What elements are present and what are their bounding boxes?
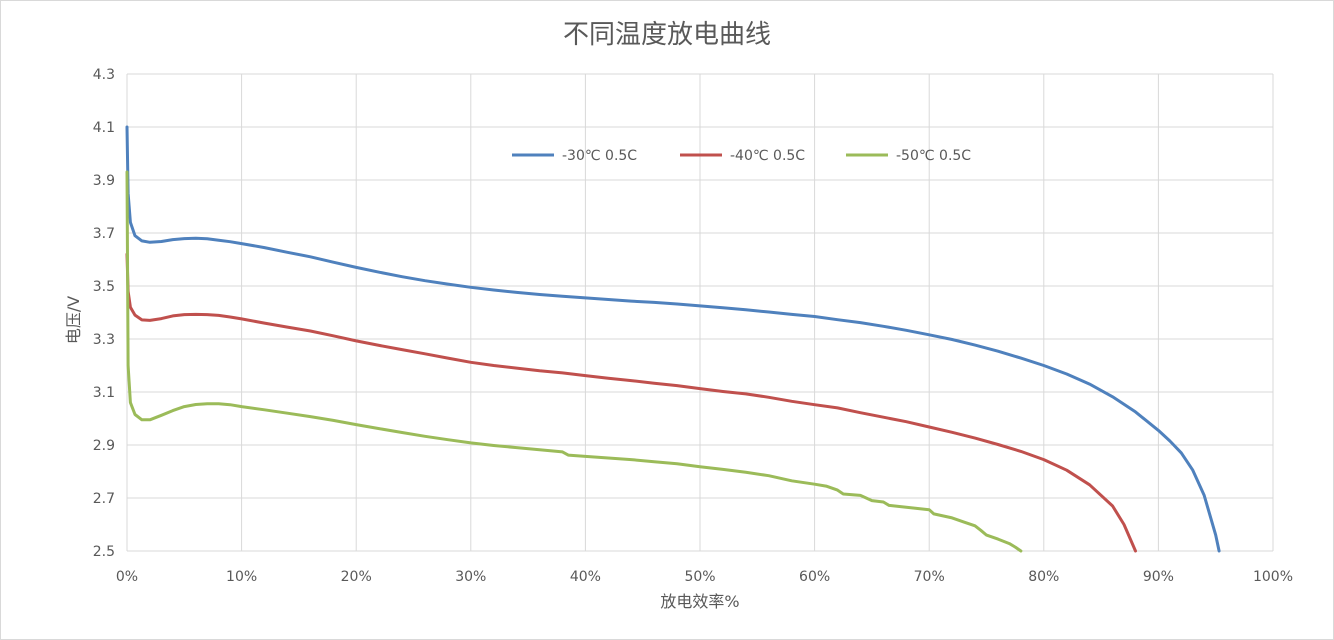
x-tick-label: 90% — [1143, 569, 1174, 585]
y-tick-label: 2.9 — [93, 438, 115, 454]
tick-labels: 2.5 2.7 2.9 3.1 3.3 3.5 3.7 3.9 4.1 4.3 0% 10% 20% 30… — [93, 67, 1293, 585]
y-tick-label: 3.7 — [93, 226, 115, 242]
x-tick-label: 60% — [799, 569, 830, 585]
x-tick-label: 40% — [570, 569, 601, 585]
y-tick-label: 3.5 — [93, 279, 115, 295]
legend: -30℃ 0.5C -40℃ 0.5C -50℃ 0.5C — [512, 148, 971, 164]
series-line-1 — [125, 125, 1221, 553]
x-tick-label: 0% — [116, 569, 138, 585]
x-tick-label: 80% — [1028, 569, 1059, 585]
series-line-2 — [125, 252, 1137, 553]
x-tick-label: 10% — [226, 569, 257, 585]
legend-label-2: -40℃ 0.5C — [730, 148, 805, 164]
series-line-3 — [125, 170, 1023, 553]
y-tick-label: 3.9 — [93, 173, 115, 189]
y-tick-label: 4.3 — [93, 67, 115, 83]
y-tick-label: 2.7 — [93, 491, 115, 507]
x-tick-label: 100% — [1253, 569, 1293, 585]
x-axis-label: 放电效率% — [660, 592, 740, 611]
y-tick-label: 2.5 — [93, 544, 115, 560]
y-tick-label: 3.3 — [93, 332, 115, 348]
gridlines — [126, 73, 1274, 552]
chart-title: 不同温度放电曲线 — [562, 20, 771, 50]
series-lines — [125, 125, 1221, 553]
x-tick-label: 70% — [914, 569, 945, 585]
x-tick-label: 50% — [684, 569, 715, 585]
y-tick-label: 3.1 — [93, 385, 115, 401]
x-tick-label: 30% — [455, 569, 486, 585]
legend-label-1: -30℃ 0.5C — [562, 148, 637, 164]
y-tick-label: 4.1 — [93, 120, 115, 136]
legend-label-3: -50℃ 0.5C — [896, 148, 971, 164]
x-tick-label: 20% — [341, 569, 372, 585]
